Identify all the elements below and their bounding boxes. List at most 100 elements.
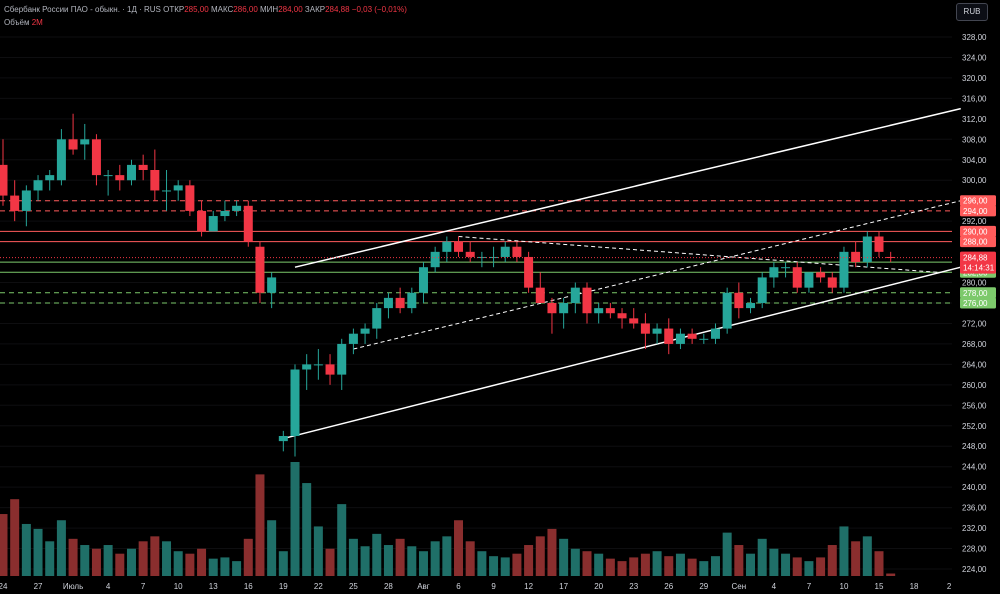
candle-body bbox=[243, 205, 253, 242]
candle-body bbox=[138, 164, 148, 170]
volume-bar bbox=[582, 551, 592, 576]
time-tick-label: 23 bbox=[629, 582, 638, 591]
candle-body bbox=[430, 251, 440, 268]
candle-body bbox=[629, 318, 639, 324]
volume-bar bbox=[746, 553, 756, 576]
candle-body bbox=[208, 216, 218, 232]
time-tick-label: 9 bbox=[491, 582, 496, 591]
price-tick-label: 240,00 bbox=[962, 483, 987, 492]
chart-legend: Сбербанк России ПАО - обыкн. · 1Д · RUS … bbox=[4, 3, 407, 29]
candle-body bbox=[56, 139, 66, 181]
volume-bar bbox=[395, 538, 405, 576]
horizontal-levels[interactable] bbox=[0, 200, 952, 304]
currency-button[interactable]: RUB bbox=[956, 3, 988, 21]
candle-body bbox=[197, 210, 207, 232]
volume-bar bbox=[629, 557, 639, 576]
candle-body bbox=[874, 236, 884, 252]
candle-body bbox=[325, 364, 335, 375]
time-tick-label: 6 bbox=[456, 582, 461, 591]
candle-body bbox=[465, 251, 475, 257]
candle-body bbox=[827, 277, 837, 288]
price-tick-label: 324,00 bbox=[962, 53, 987, 62]
time-tick-label: Июль bbox=[63, 582, 83, 591]
candle-body bbox=[594, 308, 604, 314]
volume-bar bbox=[243, 538, 253, 576]
volume-bar bbox=[56, 520, 66, 576]
volume-bar bbox=[267, 520, 277, 576]
candle-body bbox=[524, 256, 534, 288]
candle-body bbox=[664, 328, 674, 344]
candle-body bbox=[570, 287, 580, 303]
volume-bar bbox=[699, 561, 709, 576]
price-tags: 296,00294,00290,00288,00284,00282,00278,… bbox=[0, 195, 996, 309]
price-tag bbox=[960, 287, 996, 299]
volume-bar bbox=[769, 548, 779, 576]
symbol-title: Сбербанк России ПАО - обыкн. · 1Д · RUS bbox=[4, 5, 161, 14]
time-tick-label: 15 bbox=[875, 582, 884, 591]
volume-bar bbox=[430, 541, 440, 576]
trend-lines[interactable] bbox=[283, 107, 961, 440]
time-tick-label: 2 bbox=[947, 582, 952, 591]
volume-bar bbox=[383, 545, 393, 576]
price-tick-label: 328,00 bbox=[962, 33, 987, 42]
volume-bar bbox=[617, 561, 627, 576]
volume-bar bbox=[33, 528, 43, 576]
trend-line[interactable] bbox=[283, 266, 961, 440]
candle-body bbox=[418, 267, 428, 293]
volume-bar bbox=[232, 561, 242, 576]
volume-bar bbox=[302, 483, 312, 576]
volume-bar bbox=[862, 536, 872, 576]
volume-bar bbox=[91, 548, 101, 576]
volume-bar bbox=[524, 545, 534, 576]
volume-bar bbox=[839, 526, 849, 576]
volume-bar bbox=[150, 536, 160, 576]
price-tag bbox=[960, 195, 996, 207]
volume-bar bbox=[664, 556, 674, 576]
volume-bar bbox=[512, 553, 522, 576]
price-tag bbox=[960, 236, 996, 248]
candle-body bbox=[792, 267, 802, 288]
candle-body bbox=[150, 170, 160, 191]
candle-body bbox=[675, 333, 685, 344]
candle-body bbox=[33, 180, 43, 191]
bar-countdown-label: 14:14:31 bbox=[963, 264, 995, 273]
price-tick-label: 232,00 bbox=[962, 524, 987, 533]
volume-bar bbox=[173, 551, 183, 576]
price-tick-label: 272,00 bbox=[962, 319, 987, 328]
price-tick-label: 256,00 bbox=[962, 401, 987, 410]
volume-bar bbox=[0, 514, 8, 576]
volume-bar bbox=[185, 553, 195, 576]
candle-body bbox=[652, 328, 662, 334]
candle-body bbox=[80, 139, 90, 145]
last-price-tag bbox=[960, 251, 996, 274]
volume-bar bbox=[407, 546, 417, 576]
volume-bar bbox=[757, 538, 767, 576]
candle-body bbox=[220, 210, 230, 217]
price-tick-label: 260,00 bbox=[962, 381, 987, 390]
volume-bar bbox=[734, 545, 744, 576]
candle-body bbox=[886, 256, 896, 258]
close-label: ЗАКР bbox=[304, 5, 326, 14]
price-tick-label: 224,00 bbox=[962, 565, 987, 574]
candle-body bbox=[21, 190, 31, 211]
low-label: МИН bbox=[260, 5, 279, 14]
volume-bar bbox=[874, 551, 884, 576]
price-tag-label: 288,00 bbox=[963, 238, 988, 247]
trend-line[interactable] bbox=[458, 236, 938, 273]
volume-bar bbox=[477, 551, 487, 576]
candle-body bbox=[395, 297, 405, 309]
volume-bar bbox=[605, 558, 615, 576]
time-tick-label: 25 bbox=[349, 582, 358, 591]
volume-bar bbox=[115, 553, 125, 576]
candle-body bbox=[255, 246, 265, 293]
legend-row-volume: Объём 2M bbox=[4, 16, 407, 29]
candle-body bbox=[10, 195, 20, 211]
time-axis[interactable]: 24 27 Июль 4 7 10 13 16 19 22 25 28 Авг 6 9 12 17 20 23 26 2… bbox=[0, 582, 952, 591]
trend-line[interactable] bbox=[353, 200, 961, 350]
volume-bar bbox=[535, 536, 545, 576]
trend-line[interactable] bbox=[294, 107, 961, 268]
volume-bar bbox=[10, 499, 20, 576]
volume-label: Объём bbox=[4, 18, 30, 27]
candle-body bbox=[769, 267, 779, 278]
